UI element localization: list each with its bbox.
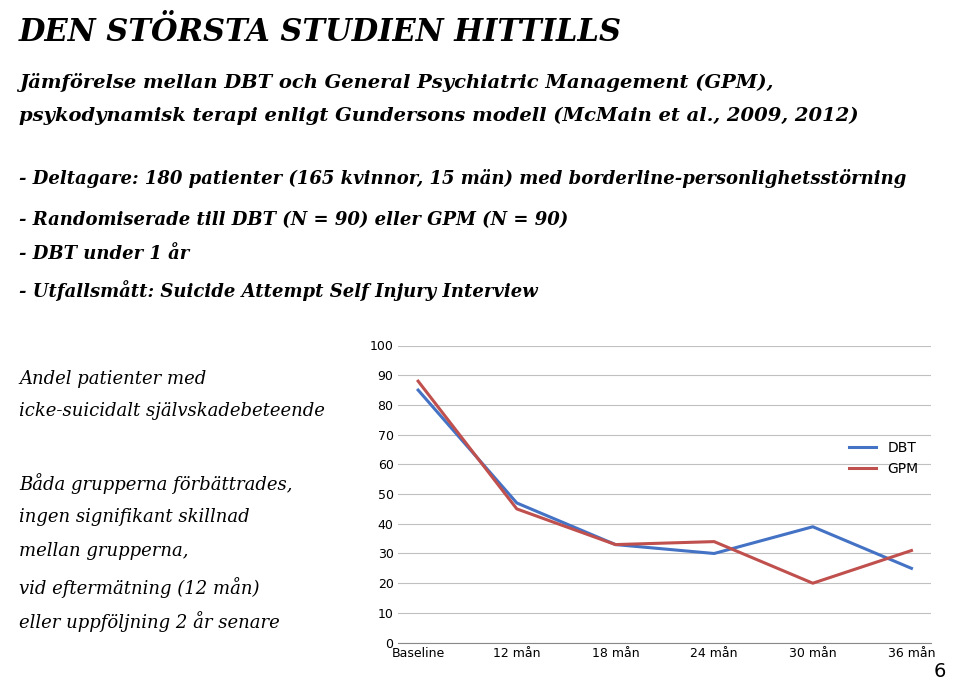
Line: DBT: DBT [419, 390, 911, 568]
GPM [807, 579, 819, 587]
Text: DEN STÖRSTA STUDIEN HITTILLS: DEN STÖRSTA STUDIEN HITTILLS [19, 17, 622, 48]
DBT [511, 499, 522, 507]
Text: mellan grupperna,: mellan grupperna, [19, 542, 189, 560]
GPM [511, 504, 522, 513]
Line: GPM: GPM [419, 381, 911, 583]
DBT [905, 564, 917, 572]
Text: icke-suicidalt självskadebeteende: icke-suicidalt självskadebeteende [19, 402, 325, 420]
GPM [413, 377, 424, 386]
DBT [807, 522, 819, 531]
Text: - Utfallsmått: Suicide Attempt Self Injury Interview: - Utfallsmått: Suicide Attempt Self Inju… [19, 280, 538, 301]
Text: psykodynamisk terapi enligt Gundersons modell (McMain et al., 2009, 2012): psykodynamisk terapi enligt Gundersons m… [19, 107, 859, 125]
Text: - DBT under 1 år: - DBT under 1 år [19, 245, 189, 263]
Legend: DBT, GPM: DBT, GPM [843, 435, 924, 482]
Text: vid eftermätning (12 mån): vid eftermätning (12 mån) [19, 577, 260, 598]
DBT [708, 549, 720, 558]
Text: Jämförelse mellan DBT och General Psychiatric Management (GPM),: Jämförelse mellan DBT och General Psychi… [19, 73, 774, 91]
Text: 6: 6 [933, 662, 946, 681]
DBT [413, 386, 424, 394]
DBT [610, 540, 621, 549]
GPM [905, 547, 917, 555]
Text: ingen signifikant skillnad: ingen signifikant skillnad [19, 508, 250, 526]
GPM [708, 538, 720, 546]
Text: - Randomiserade till DBT (N = 90) eller GPM (N = 90): - Randomiserade till DBT (N = 90) eller … [19, 211, 568, 229]
Text: Andel patienter med: Andel patienter med [19, 370, 206, 388]
Text: - Deltagare: 180 patienter (165 kvinnor, 15 män) med borderline-personlighetsstö: - Deltagare: 180 patienter (165 kvinnor,… [19, 169, 906, 188]
Text: Båda grupperna förbättrades,: Båda grupperna förbättrades, [19, 473, 293, 494]
GPM [610, 540, 621, 549]
Text: eller uppföljning 2 år senare: eller uppföljning 2 år senare [19, 612, 280, 632]
